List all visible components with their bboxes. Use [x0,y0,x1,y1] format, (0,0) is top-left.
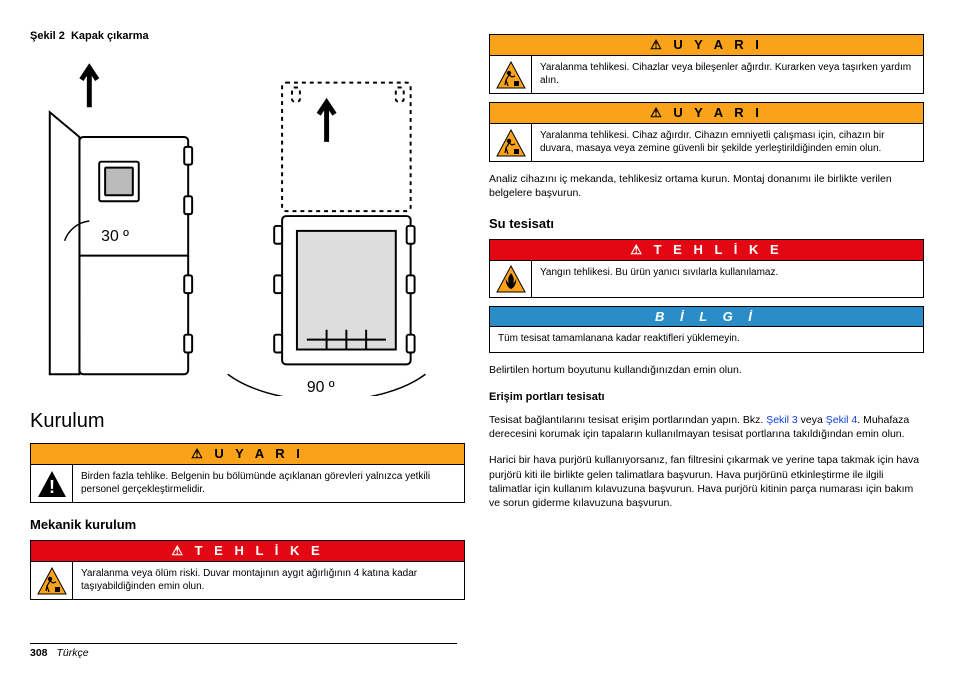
warning-triangle-icon: ! [31,465,73,502]
figure-title: Kapak çıkarma [71,30,149,42]
figure-number: Şekil 2 [30,30,65,42]
notice-header: B İ L G İ [490,307,923,327]
warning-text: Yaralanma tehlikesi. Cihaz ağırdır. Ciha… [532,124,923,161]
paragraph-hose: Belirtilen hortum boyutunu kullandığınız… [489,363,924,377]
fire-hazard-icon [490,261,532,297]
danger-title: T E H L İ K E [195,543,324,558]
lifting-hazard-icon [490,56,532,93]
heading-mekanik: Mekanik kurulum [30,517,465,532]
notice-text: Tüm tesisat tamamlanana kadar reaktifler… [490,327,923,352]
warning-title: U Y A R I [673,105,762,120]
heading-erisim-portlari: Erişim portları tesisatı [489,391,924,403]
warning-text: Birden fazla tehlike. Belgenin bu bölümü… [73,465,464,502]
warning-box-1: ⚠ U Y A R I ! Birden fazla tehlike. Belg… [30,443,465,503]
warning-box-3: ⚠ U Y A R I Yaralanma tehlikesi. Cihaz a… [489,102,924,162]
svg-text:!: ! [49,477,55,497]
heading-su-tesisati: Su tesisatı [489,216,924,231]
notice-box: B İ L G İ Tüm tesisat tamamlanana kadar … [489,306,924,353]
paragraph-install: Analiz cihazını iç mekanda, tehlikesiz o… [489,172,924,200]
angle-30-label: 30 º [101,228,129,245]
danger-text: Yangın tehlikesi. Bu ürün yanıcı sıvılar… [532,261,786,297]
heading-kurulum: Kurulum [30,410,465,433]
danger-box-2: ⚠ T E H L İ K E Yangın tehlikesi. Bu ürü… [489,239,924,298]
page: Şekil 2 Kapak çıkarma [30,30,924,663]
warning-header: ⚠ U Y A R I [31,444,464,465]
warning-box-2: ⚠ U Y A R I Yaralanma tehlikesi. Cihazla… [489,34,924,94]
figure-caption: Şekil 2 Kapak çıkarma [30,30,465,42]
warning-text: Yaralanma tehlikesi. Cihazlar veya bileş… [532,56,923,93]
text-mid: veya [798,414,826,426]
danger-title: T E H L İ K E [654,242,783,257]
left-column: Şekil 2 Kapak çıkarma [30,30,465,663]
page-footer: 308 Türkçe [30,643,457,659]
text-before-link: Tesisat bağlantılarını tesisat erişim po… [489,414,766,426]
page-number: 308 [30,647,48,659]
page-language: Türkçe [56,647,88,659]
danger-text: Yaralanma veya ölüm riski. Duvar montajı… [73,562,464,599]
warning-title: U Y A R I [214,446,303,461]
figure-image: 30 º [30,46,465,396]
danger-header: ⚠ T E H L İ K E [31,541,464,562]
lifting-hazard-icon [490,124,532,161]
link-sekil-4[interactable]: Şekil 4 [826,414,858,426]
link-sekil-3[interactable]: Şekil 3 [766,414,798,426]
angle-90-label: 90 º [307,379,335,396]
paragraph-airpurge: Harici bir hava purjörü kullanıyorsanız,… [489,453,924,510]
warning-title: U Y A R I [673,37,762,52]
danger-box-1: ⚠ T E H L İ K E Yaralanma veya ölüm risk… [30,540,465,600]
lifting-hazard-icon [31,562,73,599]
paragraph-ports: Tesisat bağlantılarını tesisat erişim po… [489,413,924,441]
right-column: ⚠ U Y A R I Yaralanma tehlikesi. Cihazla… [489,30,924,663]
